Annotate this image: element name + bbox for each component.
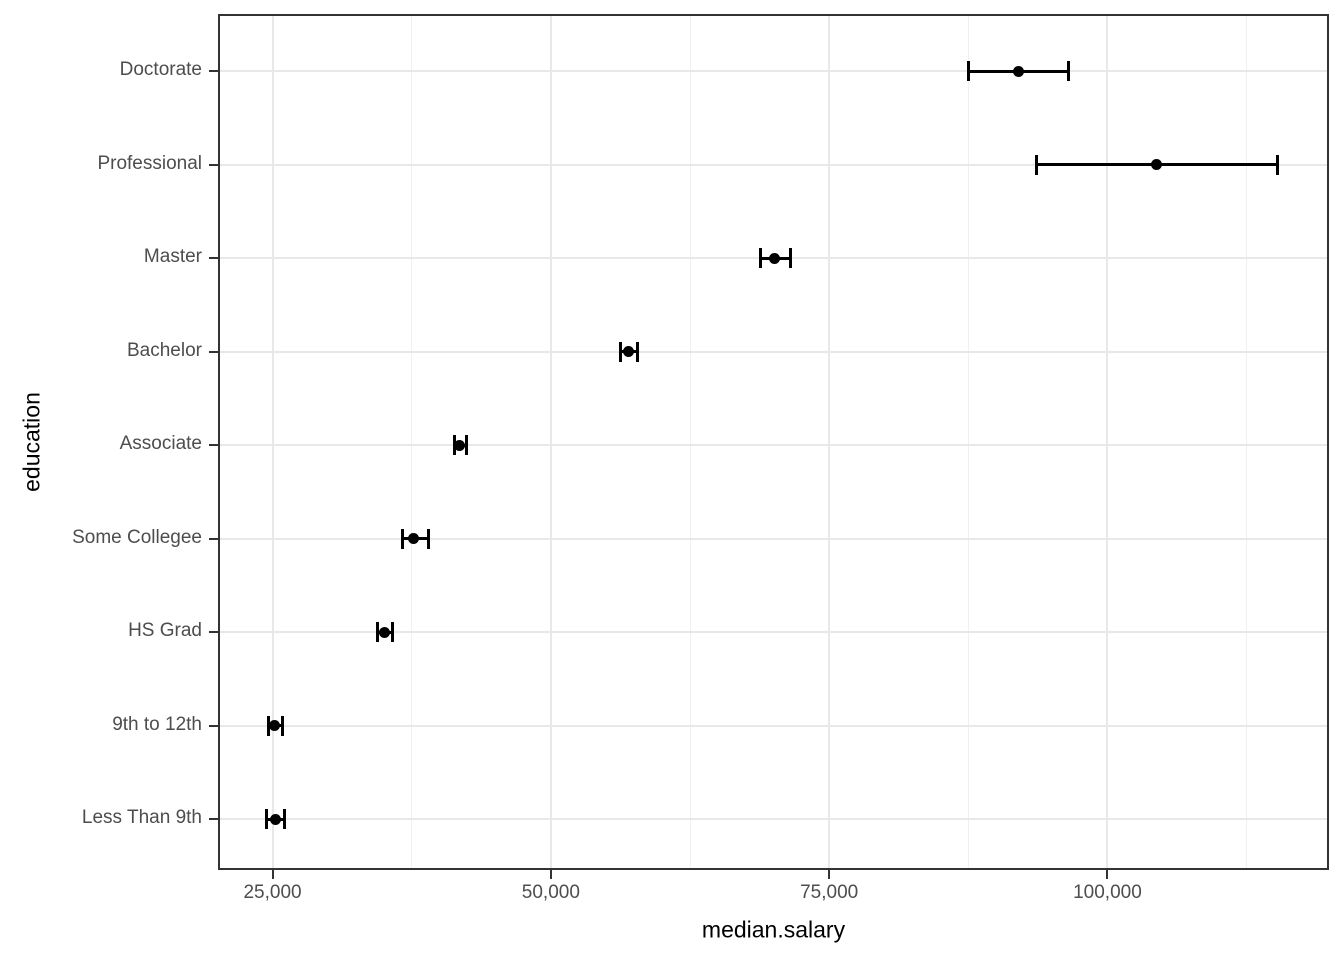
gridline-major bbox=[218, 163, 1329, 166]
gridline-minor bbox=[689, 14, 691, 870]
data-point bbox=[454, 439, 466, 451]
y-axis-tick-label: HS Grad bbox=[128, 620, 202, 641]
y-axis-tick-label: Less Than 9th bbox=[81, 807, 202, 828]
y-axis-tick-label: Master bbox=[143, 246, 202, 267]
data-point bbox=[623, 346, 635, 357]
gridline-major bbox=[218, 70, 1329, 72]
y-axis-tick bbox=[209, 818, 218, 820]
x-axis-tick bbox=[828, 870, 831, 879]
y-axis-tick bbox=[209, 631, 218, 633]
x-axis-tick-label: 100,000 bbox=[1073, 882, 1142, 903]
errorbar-cap-right bbox=[281, 715, 285, 736]
x-axis-tick-label: 50,000 bbox=[521, 882, 580, 903]
gridline-major bbox=[218, 724, 1329, 727]
y-axis-tick bbox=[209, 537, 218, 540]
errorbar-cap-left bbox=[966, 61, 970, 81]
gridline-major bbox=[218, 631, 1329, 633]
errorbar-cap-right bbox=[1067, 61, 1070, 81]
gridline-major bbox=[218, 818, 1329, 820]
x-axis-tick-label: 25,000 bbox=[243, 882, 302, 903]
data-point bbox=[379, 626, 391, 638]
errorbar-cap-left bbox=[758, 248, 762, 268]
plot-panel bbox=[218, 14, 1329, 870]
errorbar-cap-right bbox=[1276, 154, 1280, 175]
errorbar-cap-left bbox=[452, 435, 456, 455]
y-axis-tick-label: Professional bbox=[97, 152, 202, 174]
gridline-major bbox=[549, 14, 552, 870]
gridline-major bbox=[218, 444, 1329, 446]
y-axis-tick-label: Some Collegee bbox=[72, 526, 202, 548]
y-axis-tick bbox=[209, 70, 218, 72]
errorbar-cap-right bbox=[636, 341, 640, 362]
data-point bbox=[408, 533, 420, 544]
errorbar-cap-right bbox=[391, 622, 395, 642]
x-axis-tick bbox=[1106, 870, 1109, 879]
y-axis-tick-label: Bachelor bbox=[127, 339, 202, 361]
gridline-major bbox=[828, 14, 831, 870]
y-axis-tick bbox=[209, 444, 218, 446]
errorbar-cap-right bbox=[426, 528, 430, 549]
x-axis-title: median.salary bbox=[701, 916, 846, 943]
gridline-minor bbox=[1246, 14, 1248, 870]
data-point bbox=[1150, 159, 1162, 170]
data-point bbox=[769, 252, 781, 264]
y-axis-tick bbox=[209, 163, 218, 166]
x-axis-tick bbox=[549, 870, 552, 879]
y-axis-tick-label: Associate bbox=[119, 433, 202, 454]
y-axis-tick bbox=[209, 257, 218, 259]
data-point bbox=[1012, 65, 1024, 77]
errorbar-cap-left bbox=[265, 809, 269, 829]
data-point bbox=[269, 720, 281, 731]
errorbar-cap-left bbox=[266, 715, 270, 736]
data-point bbox=[270, 813, 282, 825]
x-axis-tick bbox=[271, 870, 274, 879]
y-axis-tick bbox=[209, 350, 218, 353]
errorbar-cap-right bbox=[283, 809, 287, 829]
errorbar-cap-left bbox=[401, 528, 405, 549]
errorbar-cap-left bbox=[375, 622, 379, 642]
y-axis-tick-label: Doctorate bbox=[119, 59, 202, 80]
gridline-major bbox=[218, 350, 1329, 353]
errorbar-cap-right bbox=[464, 435, 468, 455]
errorbar-cap-left bbox=[1034, 154, 1038, 175]
gridline-major bbox=[271, 14, 274, 870]
y-axis-tick bbox=[209, 724, 218, 727]
gridline-major bbox=[1106, 14, 1109, 870]
gridline-minor bbox=[967, 14, 969, 870]
y-axis-title: education bbox=[18, 392, 45, 492]
gridline-minor bbox=[411, 14, 413, 870]
gridline-major bbox=[218, 537, 1329, 540]
errorbar-cap-right bbox=[788, 248, 792, 268]
x-axis-tick-label: 75,000 bbox=[800, 882, 859, 903]
y-axis-tick-label: 9th to 12th bbox=[112, 713, 202, 735]
errorbar-cap-left bbox=[619, 341, 623, 362]
